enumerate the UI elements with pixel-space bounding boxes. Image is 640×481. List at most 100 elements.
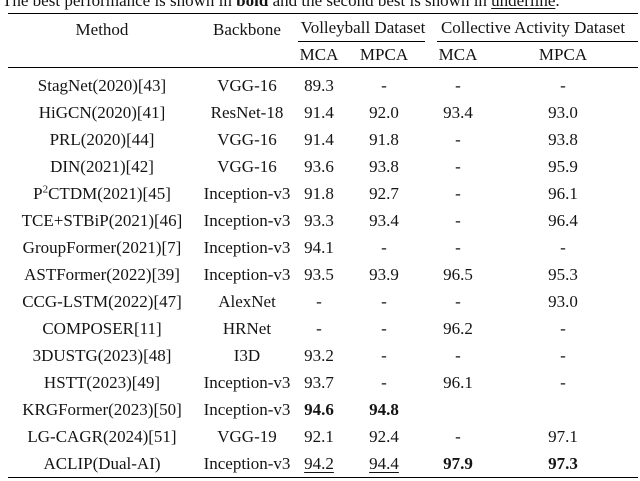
- value-cell: 93.5: [304, 264, 334, 284]
- backbone-cell: ResNet-18: [210, 102, 284, 122]
- superscript: 2: [42, 182, 49, 195]
- method-cell: 3DUSTG(2023)[48]: [32, 345, 172, 365]
- volleyball-cmidrule: [298, 41, 426, 42]
- value-cell: 96.1: [548, 183, 578, 203]
- value-cell: 96.1: [443, 372, 473, 392]
- value-cell: -: [560, 75, 566, 95]
- value-cell: 92.4: [369, 426, 399, 446]
- results-table: Method Backbone Volleyball Dataset Colle…: [8, 13, 639, 478]
- value-cell: 97.3: [548, 453, 578, 473]
- value-cell: -: [455, 291, 461, 311]
- table-body: StagNet(2020)[43] VGG-16 89.3 - - - HiGCN(2020…: [8, 68, 638, 478]
- value-cell: 94.8: [369, 399, 399, 419]
- group-header-volleyball: Volleyball Dataset: [298, 14, 428, 42]
- value-cell: 93.8: [548, 129, 578, 149]
- method-cell: LG-CAGR(2024)[51]: [27, 426, 177, 446]
- value-cell: 92.1: [304, 426, 334, 446]
- value-cell: 91.4: [304, 129, 334, 149]
- value-cell: 97.9: [443, 453, 473, 473]
- group-header-volleyball-label: Volleyball Dataset: [300, 18, 426, 37]
- caption-line: The best performance is shown in bold an…: [2, 0, 640, 10]
- backbone-cell: Inception-v3: [203, 453, 291, 473]
- value-cell: 89.3: [304, 75, 334, 95]
- value-cell: 96.5: [443, 264, 473, 284]
- value-cell: 96.2: [443, 318, 473, 338]
- method-cell: COMPOSER[11]: [42, 318, 162, 338]
- table-row: DIN(2021)[42] VGG-16 93.6 93.8 - 95.9: [8, 153, 638, 180]
- value-cell: 93.0: [548, 291, 578, 311]
- caption-bold-word: bold: [236, 0, 269, 10]
- method-cell: TCE+STBiP(2021)[46]: [21, 210, 183, 230]
- value-cell: 93.4: [369, 210, 399, 230]
- method-cell: ASTFormer(2022)[39]: [24, 264, 180, 284]
- table-row: CCG-LSTM(2022)[47] AlexNet - - - 93.0: [8, 288, 638, 315]
- value-cell: 95.9: [548, 156, 578, 176]
- value-cell: 93.7: [304, 372, 334, 392]
- table-row: LG-CAGR(2024)[51] VGG-19 92.1 92.4 - 97.1: [8, 423, 638, 450]
- value-cell: [428, 396, 488, 423]
- backbone-cell: VGG-16: [217, 156, 277, 176]
- value-cell: -: [455, 426, 461, 446]
- value-cell: 93.9: [369, 264, 399, 284]
- value-cell: -: [381, 318, 387, 338]
- table-row: 3DUSTG(2023)[48] I3D 93.2 - - -: [8, 342, 638, 369]
- value-cell: -: [381, 75, 387, 95]
- table-row: PRL(2020)[44] VGG-16 91.4 91.8 - 93.8: [8, 126, 638, 153]
- value-cell: 91.8: [304, 183, 334, 203]
- value-cell: 94.2: [304, 453, 334, 473]
- value-cell: -: [455, 129, 461, 149]
- backbone-cell: VGG-19: [217, 426, 277, 446]
- subheader-collective-mca: MCA: [428, 42, 489, 68]
- backbone-cell: I3D: [233, 345, 261, 365]
- value-cell: -: [560, 372, 566, 392]
- subheader-row: MCA MPCA MCA MPCA: [8, 42, 639, 68]
- table-row: HSTT(2023)[49] Inception-v3 93.7 - 96.1 -: [8, 369, 638, 396]
- table-row: GroupFormer(2021)[7] Inception-v3 94.1 - - -: [8, 234, 638, 261]
- value-cell: -: [316, 318, 322, 338]
- value-cell: 91.8: [369, 129, 399, 149]
- value-cell: -: [455, 237, 461, 257]
- backbone-cell: Inception-v3: [203, 264, 291, 284]
- value-cell: -: [560, 318, 566, 338]
- method-cell: HiGCN(2020)[41]: [38, 102, 166, 122]
- value-cell: 93.0: [548, 102, 578, 122]
- value-cell: 93.6: [304, 156, 334, 176]
- table-row: HiGCN(2020)[41] ResNet-18 91.4 92.0 93.4 93.0: [8, 99, 638, 126]
- collective-cmidrule: [437, 41, 639, 42]
- method-cell: ACLIP(Dual-AI): [43, 453, 161, 473]
- subheader-collective-mpca: MPCA: [488, 42, 639, 68]
- value-cell: 93.3: [304, 210, 334, 230]
- method-cell: CCG-LSTM(2022)[47]: [22, 291, 182, 311]
- column-header-method: Method: [8, 13, 196, 68]
- value-cell: -: [455, 183, 461, 203]
- value-cell: 93.8: [369, 156, 399, 176]
- value-cell: 93.4: [443, 102, 473, 122]
- backbone-cell: Inception-v3: [203, 183, 291, 203]
- table-row: P2CTDM(2021)[45] Inception-v3 91.8 92.7 - 96.…: [8, 180, 638, 207]
- value-cell: 94.1: [304, 237, 334, 257]
- table-row: ACLIP(Dual-AI) Inception-v3 94.2 94.4 97.9 97…: [8, 450, 638, 478]
- backbone-cell: Inception-v3: [203, 210, 291, 230]
- value-cell: -: [381, 372, 387, 392]
- subheader-volleyball-mpca: MPCA: [340, 42, 429, 68]
- column-header-backbone: Backbone: [196, 13, 298, 68]
- table-row: COMPOSER[11] HRNet - - 96.2 -: [8, 315, 638, 342]
- value-cell: -: [381, 237, 387, 257]
- method-cell: KRGFormer(2023)[50]: [22, 399, 182, 419]
- value-cell: -: [455, 156, 461, 176]
- backbone-cell: Inception-v3: [203, 237, 291, 257]
- value-cell: 94.6: [304, 399, 334, 419]
- value-cell: [488, 396, 638, 423]
- table-row: ASTFormer(2022)[39] Inception-v3 93.5 93.9 9…: [8, 261, 638, 288]
- caption: The best performance is shown in bold an…: [2, 0, 640, 10]
- backbone-cell: Inception-v3: [203, 372, 291, 392]
- value-cell: -: [560, 345, 566, 365]
- group-header-collective: Collective Activity Dataset: [428, 14, 639, 42]
- backbone-cell: HRNet: [222, 318, 272, 338]
- method-cell: StagNet(2020)[43]: [37, 75, 167, 95]
- value-cell: 97.1: [548, 426, 578, 446]
- value-cell: 93.2: [304, 345, 334, 365]
- caption-text-1: The best performance is shown in: [2, 0, 237, 10]
- backbone-cell: VGG-16: [217, 75, 277, 95]
- backbone-cell: Inception-v3: [203, 399, 291, 419]
